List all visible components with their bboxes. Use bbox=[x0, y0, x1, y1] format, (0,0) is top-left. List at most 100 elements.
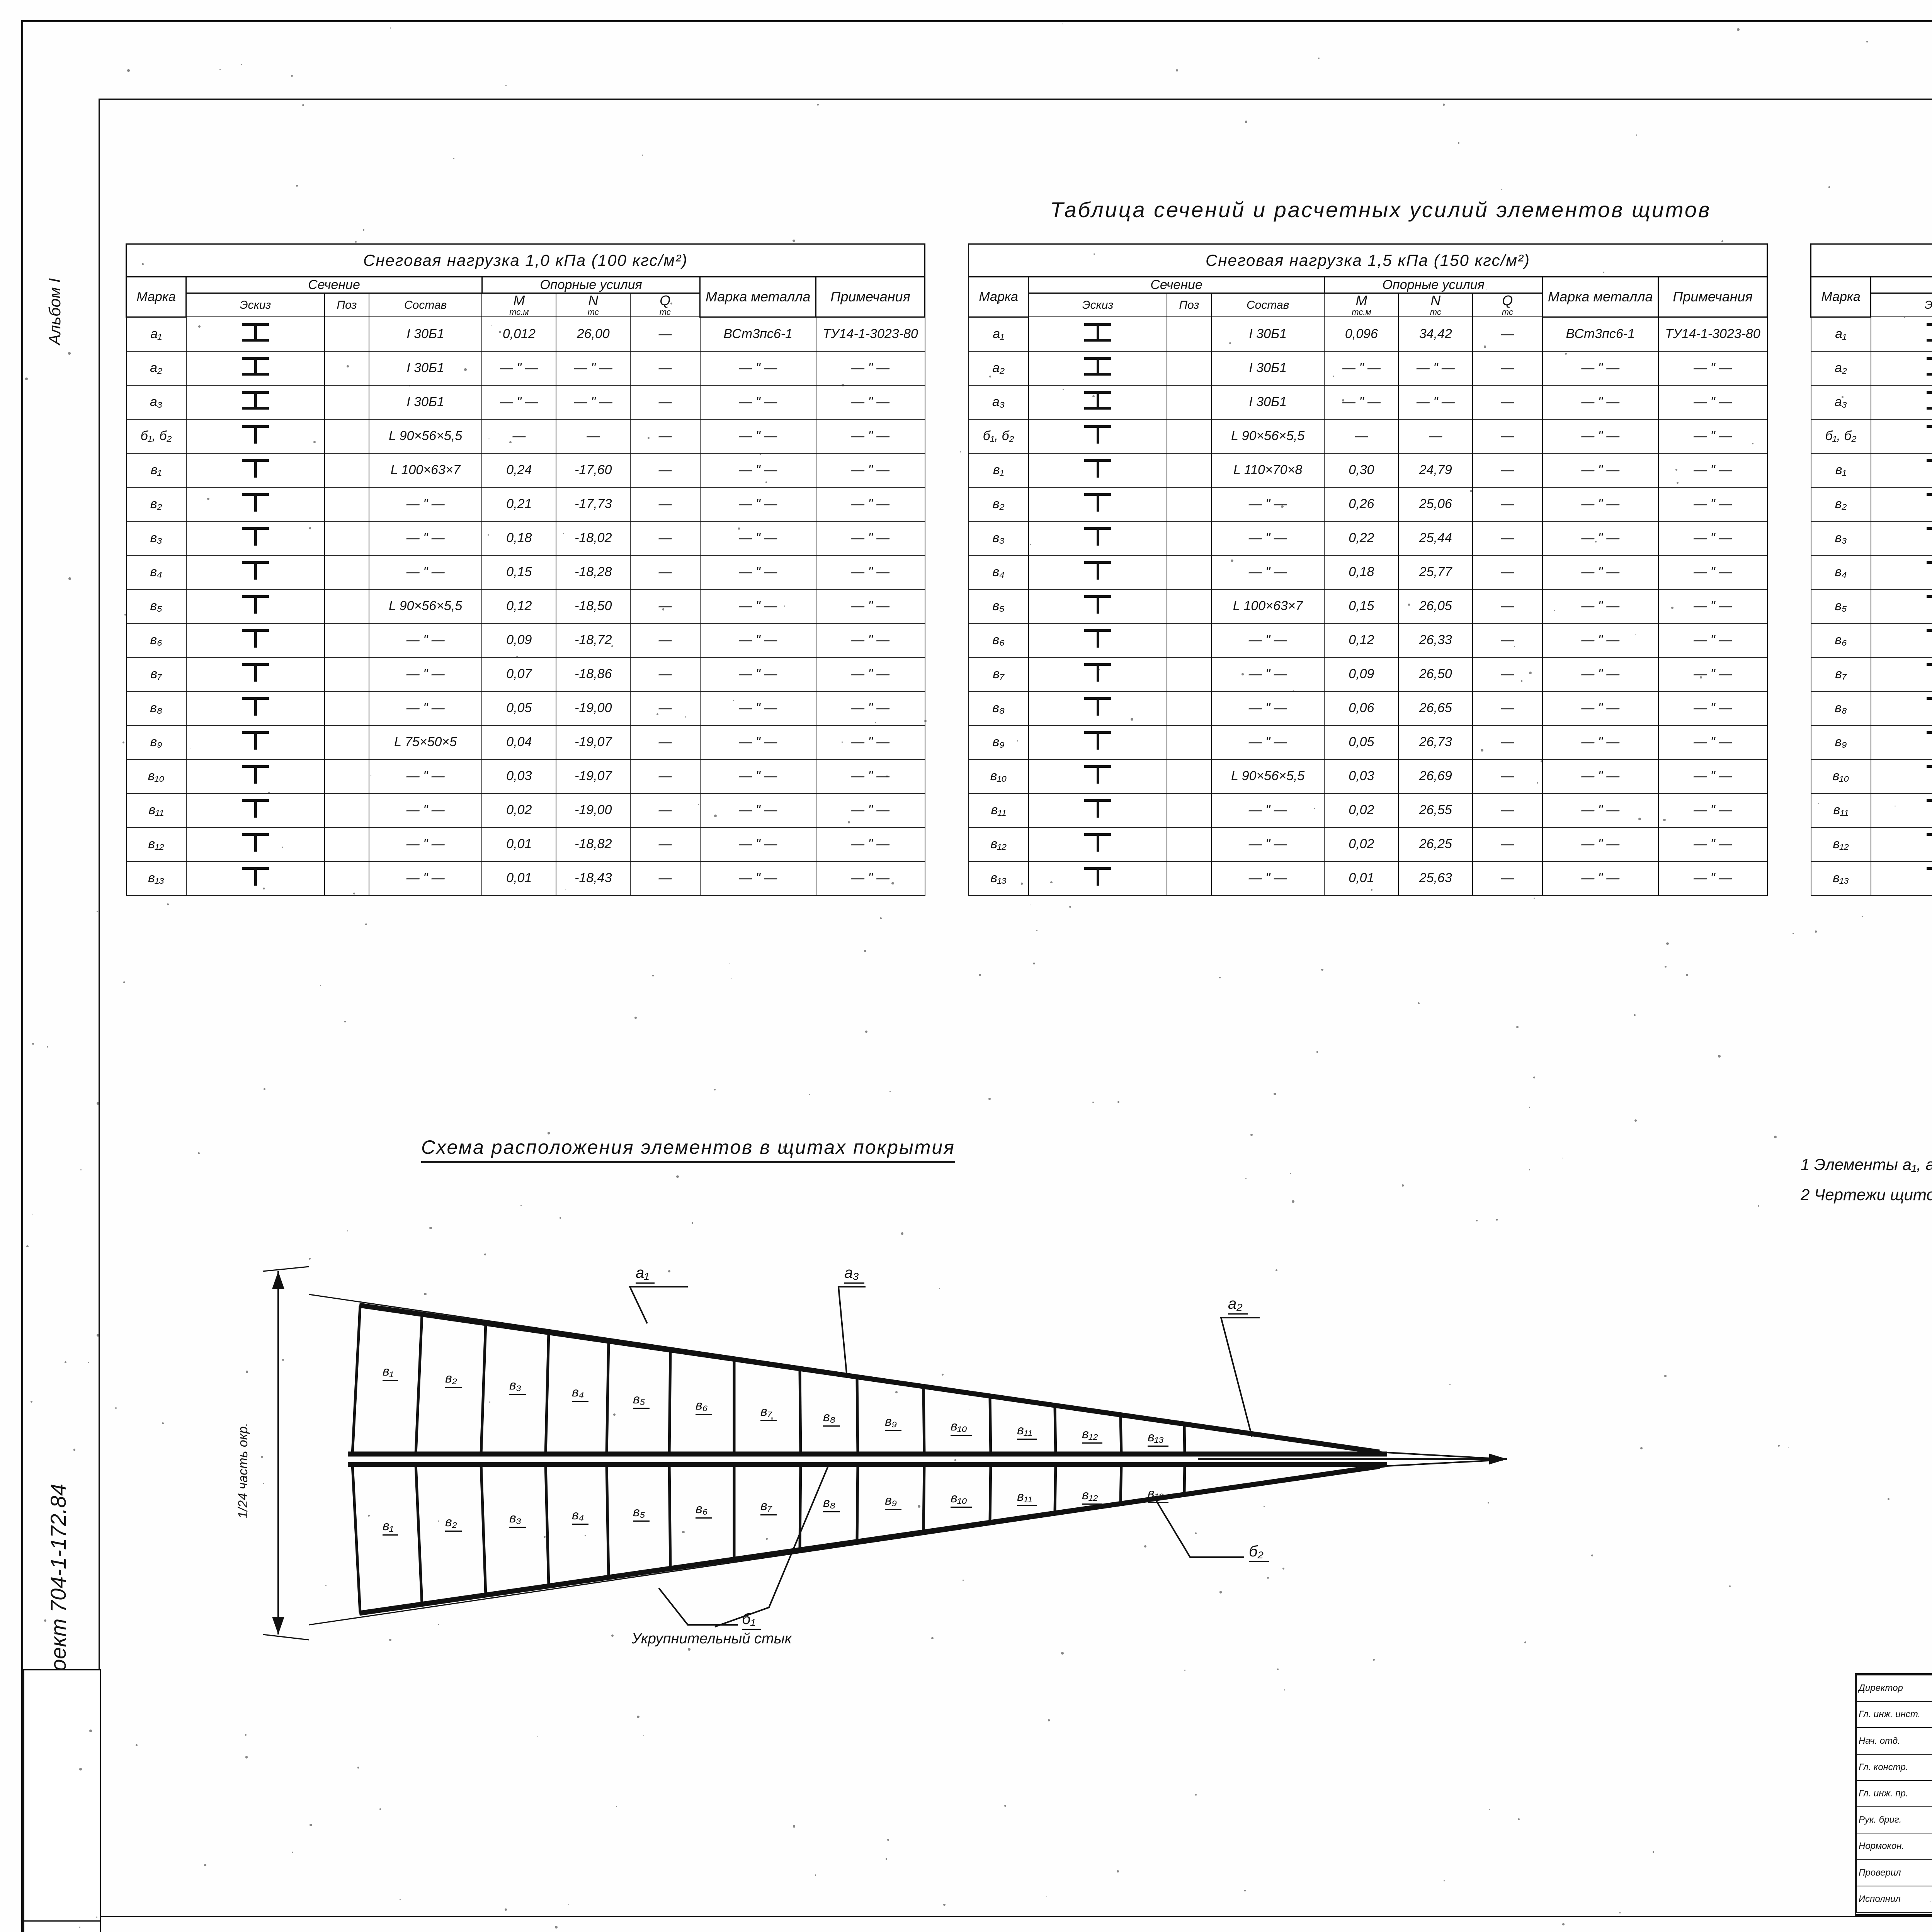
cell-m: — bbox=[482, 419, 556, 453]
upper-panel-label: в₁ bbox=[383, 1364, 398, 1381]
angle-section-icon bbox=[238, 457, 273, 479]
table-row: в₅— " —0,1733,33—— " —— " — bbox=[1811, 589, 1932, 623]
drawing-sheet: 25 Альбом I Типовой проект 704-1-172.84 … bbox=[0, 0, 1932, 1932]
cell-sostav: — " — bbox=[1211, 725, 1325, 759]
cell-metal: — " — bbox=[1543, 385, 1658, 419]
cell-note: — " — bbox=[816, 657, 925, 691]
cell-poz bbox=[325, 793, 369, 827]
scan-speckle bbox=[484, 1253, 486, 1255]
cell-marka: в₇ bbox=[126, 657, 186, 691]
cell-n: 26,05 bbox=[1398, 589, 1473, 623]
signer-role: Нач. отд. bbox=[1857, 1728, 1932, 1754]
table-row: в₈ — " —0,05 -19,00— — " — — " — bbox=[126, 691, 925, 725]
cell-poz bbox=[1167, 521, 1211, 555]
edge-label-b1: б₁ bbox=[742, 1611, 761, 1630]
angle-section-icon bbox=[238, 764, 273, 785]
scheme-svg bbox=[232, 1248, 1584, 1658]
cell-poz bbox=[325, 589, 369, 623]
cell-m: 0,03 bbox=[482, 759, 556, 793]
scan-speckle bbox=[1264, 1506, 1265, 1507]
cell-marka: а₃ bbox=[1811, 385, 1871, 419]
cell-poz bbox=[325, 385, 369, 419]
col-note: Примечания bbox=[1659, 290, 1767, 304]
cell-sostav: I 30Б1 bbox=[1211, 317, 1325, 351]
cell-n: -18,02 bbox=[556, 521, 630, 555]
cell-m: 0,18 bbox=[482, 521, 556, 555]
cell-marka: в₂ bbox=[969, 487, 1029, 521]
table-row: в₁₁ — " —0,02 26,55— — " — — " — bbox=[969, 793, 1767, 827]
angle-section-icon bbox=[238, 662, 273, 683]
col-eskiz: Эскиз bbox=[1871, 293, 1932, 317]
cell-metal: — " — bbox=[1543, 589, 1658, 623]
cell-poz bbox=[325, 759, 369, 793]
cell-metal: — " — bbox=[700, 861, 816, 895]
scan-speckle bbox=[32, 1214, 33, 1215]
angle-section-icon bbox=[1080, 730, 1115, 751]
scan-speckle bbox=[988, 1098, 991, 1100]
signer-row: ПроверилПазунковаПазунк. bbox=[1857, 1860, 1932, 1886]
cell-n: -18,72 bbox=[556, 623, 630, 657]
cell-eskiz bbox=[1871, 725, 1932, 759]
cell-eskiz bbox=[1029, 385, 1167, 419]
cell-sostav: I 30Б1 bbox=[1211, 351, 1325, 385]
cell-q: — bbox=[630, 861, 700, 895]
cell-m: 0,30 bbox=[1324, 453, 1398, 487]
cell-note: — " — bbox=[1658, 351, 1767, 385]
angle-section-icon bbox=[1923, 594, 1932, 615]
upper-panel-label: в₄ bbox=[572, 1385, 588, 1402]
scan-speckle bbox=[1537, 782, 1538, 784]
scan-speckle bbox=[939, 1288, 940, 1289]
scan-speckle bbox=[793, 240, 795, 242]
col-section: Сечение bbox=[186, 277, 482, 293]
cell-n: 25,63 bbox=[1398, 861, 1473, 895]
cell-m: 0,096 bbox=[1324, 317, 1398, 351]
scan-speckle bbox=[1888, 1498, 1889, 1500]
upper-panel-label: в₃ bbox=[509, 1378, 526, 1395]
scan-speckle bbox=[738, 527, 740, 529]
cell-eskiz bbox=[1029, 521, 1167, 555]
cell-q: — bbox=[1473, 623, 1543, 657]
scan-speckle bbox=[865, 1031, 867, 1033]
cell-m: 0,09 bbox=[1324, 657, 1398, 691]
cell-q: — bbox=[1473, 657, 1543, 691]
upper-panel-label: в₂ bbox=[445, 1371, 462, 1388]
angle-section-icon bbox=[1080, 526, 1115, 547]
scan-speckle bbox=[766, 1538, 768, 1540]
cell-q: — bbox=[630, 487, 700, 521]
scan-speckle bbox=[1664, 1375, 1667, 1377]
i-beam-section-icon bbox=[238, 321, 273, 343]
scan-speckle bbox=[97, 1334, 99, 1337]
angle-section-icon bbox=[1923, 628, 1932, 649]
cell-marka: в₁₃ bbox=[126, 861, 186, 895]
table-row: в₁₀ L 90×56×5,5 0,03 26,69— — " — — " — bbox=[969, 759, 1767, 793]
scan-speckle bbox=[1033, 963, 1035, 964]
angle-section-icon bbox=[1080, 798, 1115, 819]
cell-sostav: — " — bbox=[369, 623, 482, 657]
cell-sostav: — " — bbox=[1211, 827, 1325, 861]
cell-note: — " — bbox=[1658, 555, 1767, 589]
cell-metal: — " — bbox=[1543, 555, 1658, 589]
signer-role: Рук. бриг. bbox=[1857, 1807, 1932, 1833]
cell-n: -18,86 bbox=[556, 657, 630, 691]
scan-speckle bbox=[1721, 240, 1723, 242]
cell-q: — bbox=[630, 419, 700, 453]
scan-speckle bbox=[1603, 272, 1604, 273]
cell-eskiz bbox=[1029, 487, 1167, 521]
scan-speckle bbox=[344, 1021, 346, 1022]
cell-eskiz bbox=[1029, 623, 1167, 657]
scan-speckle bbox=[1092, 1102, 1094, 1103]
scan-speckle bbox=[88, 1362, 89, 1363]
scan-speckle bbox=[68, 352, 71, 355]
cell-n: -17,60 bbox=[556, 453, 630, 487]
scan-speckle bbox=[616, 1806, 617, 1807]
cell-n: -18,28 bbox=[556, 555, 630, 589]
scan-speckle bbox=[1231, 560, 1233, 562]
cell-m: 0,15 bbox=[482, 555, 556, 589]
scan-speckle bbox=[887, 1839, 889, 1841]
lower-panel-label: в₁₀ bbox=[951, 1491, 972, 1508]
scan-speckle bbox=[639, 793, 640, 794]
scan-speckle bbox=[613, 1413, 616, 1416]
angle-section-icon bbox=[1080, 662, 1115, 683]
cell-poz bbox=[325, 317, 369, 351]
cell-note: — " — bbox=[816, 691, 925, 725]
